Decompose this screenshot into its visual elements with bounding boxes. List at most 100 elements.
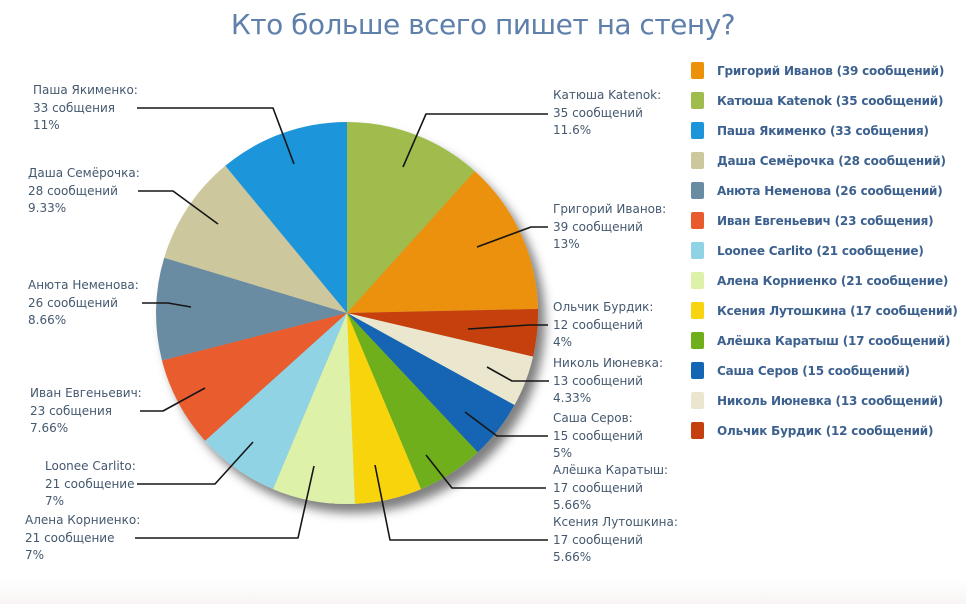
legend-swatch xyxy=(691,242,704,259)
legend-label: Даша Семёрочка (28 сообщений) xyxy=(717,153,946,168)
legend-item[interactable]: Катюша Katenok (35 сообщений) xyxy=(691,92,958,109)
callout-olchik-burdik: Ольчик Бурдик: 12 сообщений 4% xyxy=(553,299,653,352)
callout-count: 21 сообщение xyxy=(45,476,135,491)
legend-swatch xyxy=(691,182,704,199)
callout-count: 35 сообщений xyxy=(553,105,643,120)
callout-name: Алена Корниенко: xyxy=(25,513,141,527)
callout-count: 28 сообщений xyxy=(28,183,118,198)
callout-name: Иван Евгеньевич: xyxy=(30,386,142,400)
legend-item[interactable]: Алена Корниенко (21 сообщение) xyxy=(691,272,958,289)
callout-name: Ольчик Бурдик: xyxy=(553,300,654,314)
callout-percent: 4.33% xyxy=(553,391,592,405)
leader-line-dasha xyxy=(138,190,219,225)
callout-count: 17 сообщений xyxy=(553,480,643,495)
leader-line-katyusha xyxy=(402,113,548,168)
callout-alyoshka-karatysh: Алёшка Каратыш: 17 сообщений 5.66% xyxy=(553,462,668,515)
leader-line-olchik xyxy=(467,324,548,330)
callout-percent: 8.66% xyxy=(28,313,67,327)
legend-item[interactable]: Анюта Неменова (26 сообщений) xyxy=(691,182,958,199)
leader-line-grigoriy xyxy=(476,226,548,248)
legend-label: Николь Июневка (13 сообщений) xyxy=(717,393,944,408)
pie-slice-11[interactable] xyxy=(164,165,347,313)
callout-katyusha-katenok: Катюша Katenok: 35 сообщений 11.6% xyxy=(553,87,661,140)
legend-item[interactable]: Ксения Лутошкина (17 сообщений) xyxy=(691,302,958,319)
callout-name: Саша Серов: xyxy=(553,411,633,425)
legend-label: Григорий Иванов (39 сообщений) xyxy=(717,63,945,78)
callout-name: Ксения Лутошкина: xyxy=(553,515,678,529)
pie-slice-7[interactable] xyxy=(273,313,355,504)
legend-swatch xyxy=(691,362,704,379)
legend-item[interactable]: Саша Серов (15 сообщений) xyxy=(691,362,958,379)
callout-count: 15 сообщений xyxy=(553,428,643,443)
leader-line-pasha xyxy=(137,107,295,165)
pie-slice-3[interactable] xyxy=(347,313,533,405)
leader-lines xyxy=(135,107,549,541)
legend-label: Ксения Лутошкина (17 сообщений) xyxy=(717,303,958,318)
callout-name: Григорий Иванов: xyxy=(553,202,667,216)
legend-item[interactable]: Паша Якименко (33 собщения) xyxy=(691,122,958,139)
callout-count: 39 сообщений xyxy=(553,219,643,234)
legend-label: Анюта Неменова (26 сообщений) xyxy=(717,183,943,198)
legend: Григорий Иванов (39 сообщений) Катюша Ka… xyxy=(691,62,958,452)
leader-line-kseniya xyxy=(374,464,548,541)
pie-slice-12[interactable] xyxy=(225,122,347,313)
pie-slice-8[interactable] xyxy=(205,313,347,490)
callout-name: Паша Якименко: xyxy=(33,83,138,97)
pie-slice-6[interactable] xyxy=(347,313,421,504)
callout-percent: 5% xyxy=(553,446,573,460)
callout-loonee-carlito: Loonee Carlito: 21 сообщение 7% xyxy=(45,458,136,511)
legend-swatch xyxy=(691,92,704,109)
legend-item[interactable]: Николь Июневка (13 сообщений) xyxy=(691,392,958,409)
legend-label: Катюша Katenok (35 сообщений) xyxy=(717,93,944,108)
legend-label: Саша Серов (15 сообщений) xyxy=(717,363,910,378)
pie-slice-1[interactable] xyxy=(347,171,538,313)
legend-item[interactable]: Иван Евгеньевич (23 собщения) xyxy=(691,212,958,229)
legend-label: Паша Якименко (33 собщения) xyxy=(717,123,929,138)
legend-item[interactable]: Даша Семёрочка (28 сообщений) xyxy=(691,152,958,169)
legend-item[interactable]: Григорий Иванов (39 сообщений) xyxy=(691,62,958,79)
leader-line-nikol xyxy=(486,366,549,382)
leader-line-loonee xyxy=(137,441,254,485)
legend-swatch xyxy=(691,302,704,319)
legend-swatch xyxy=(691,422,704,439)
pie-slice-0[interactable] xyxy=(347,122,475,313)
callout-percent: 7.66% xyxy=(30,421,69,435)
callout-count: 12 сообщений xyxy=(553,317,643,332)
callout-count: 13 сообщений xyxy=(553,373,643,388)
pie-slice-5[interactable] xyxy=(347,313,478,490)
legend-swatch xyxy=(691,392,704,409)
legend-swatch xyxy=(691,272,704,289)
leader-line-ivan xyxy=(140,387,206,412)
callout-pasha-yakimenko: Паша Якименко: 33 собщения 11% xyxy=(33,82,138,135)
callout-count: 23 собщения xyxy=(30,403,112,418)
callout-grigoriy-ivanov: Григорий Иванов: 39 сообщений 13% xyxy=(553,201,666,254)
leader-line-sasha xyxy=(464,411,548,437)
pie-slice-10[interactable] xyxy=(156,257,347,361)
callout-alena-kornienko: Алена Корниенко: 21 сообщение 7% xyxy=(25,512,140,565)
leader-line-alyoshka xyxy=(425,454,546,489)
callout-percent: 13% xyxy=(553,237,580,251)
pie-slice-2[interactable] xyxy=(347,309,539,357)
callout-name: Даша Семёрочка: xyxy=(28,166,140,180)
legend-item[interactable]: Алёшка Каратыш (17 сообщений) xyxy=(691,332,958,349)
leader-line-alena xyxy=(135,465,315,539)
callout-percent: 7% xyxy=(45,494,65,508)
legend-item[interactable]: Loonee Carlito (21 сообщение) xyxy=(691,242,958,259)
callout-name: Алёшка Каратыш: xyxy=(553,463,668,477)
callout-percent: 7% xyxy=(25,548,45,562)
legend-item[interactable]: Ольчик Бурдик (12 сообщений) xyxy=(691,422,958,439)
legend-label: Алёшка Каратыш (17 сообщений) xyxy=(717,333,951,348)
legend-label: Иван Евгеньевич (23 собщения) xyxy=(717,213,934,228)
callout-count: 26 сообщений xyxy=(28,295,118,310)
callout-percent: 11% xyxy=(33,118,60,132)
pie-slice-9[interactable] xyxy=(162,313,347,441)
callout-percent: 5.66% xyxy=(553,498,592,512)
callout-name: Николь Июневка: xyxy=(553,356,663,370)
callout-percent: 9.33% xyxy=(28,201,67,215)
callout-count: 33 собщения xyxy=(33,100,115,115)
callout-sasha-serov: Саша Серов: 15 сообщений 5% xyxy=(553,410,643,463)
callout-count: 17 сообщений xyxy=(553,532,643,547)
callout-kseniya-lutoshkina: Ксения Лутошкина: 17 сообщений 5.66% xyxy=(553,514,678,567)
